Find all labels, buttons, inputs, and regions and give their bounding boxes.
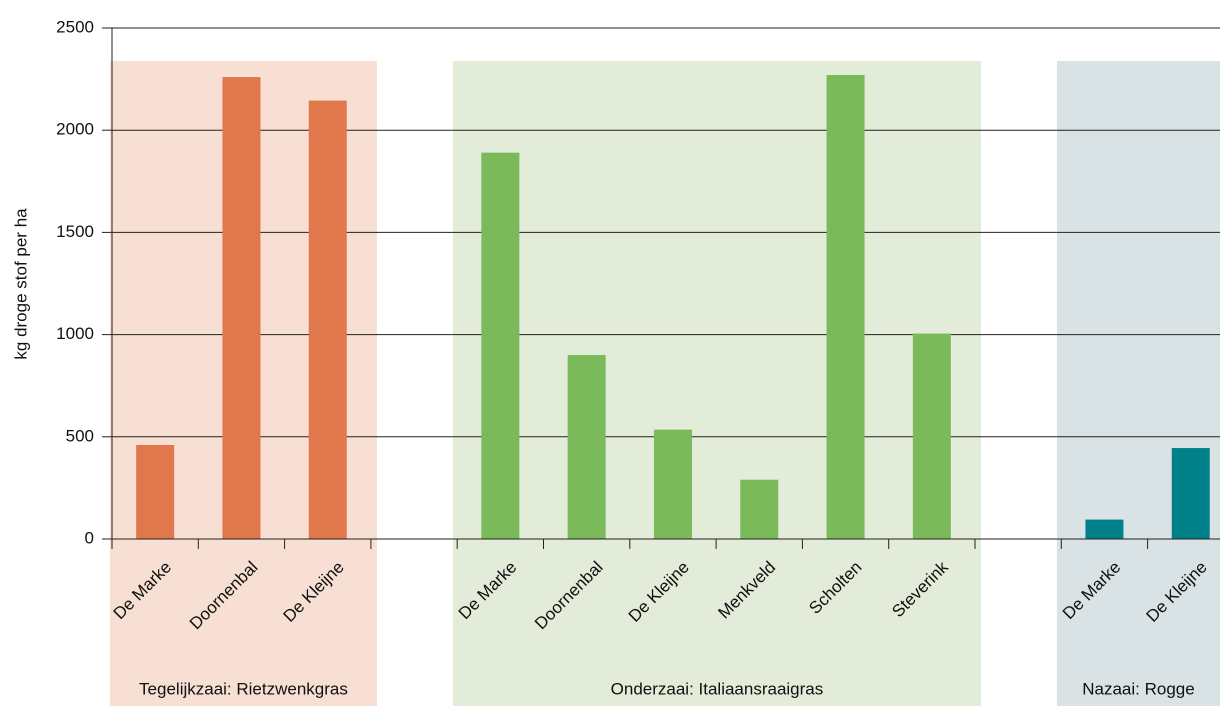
bar	[654, 430, 692, 539]
y-axis-title: kg droge stof per ha	[11, 208, 30, 360]
bar	[740, 480, 778, 539]
y-tick-label: 1000	[56, 324, 94, 343]
bar	[568, 355, 606, 539]
y-tick-label: 2500	[56, 17, 94, 36]
bar	[1085, 520, 1123, 539]
y-tick-label: 500	[66, 426, 94, 445]
bar	[1172, 448, 1210, 539]
bar	[827, 75, 865, 539]
group-label: Tegelijkzaai: Rietzwenkgras	[139, 679, 348, 698]
bar	[913, 334, 951, 539]
y-tick-label: 1500	[56, 222, 94, 241]
bar	[136, 445, 174, 539]
bar	[309, 101, 347, 539]
y-tick-label: 0	[85, 528, 94, 547]
group-label: Onderzaai: Italiaansraaigras	[611, 679, 824, 698]
chart: kg droge stof per ha Tegelijkzaai: Rietz…	[0, 0, 1220, 706]
bar	[222, 77, 260, 539]
bar	[481, 153, 519, 539]
y-tick-label: 2000	[56, 120, 94, 139]
group-label: Nazaai: Rogge	[1082, 679, 1194, 698]
